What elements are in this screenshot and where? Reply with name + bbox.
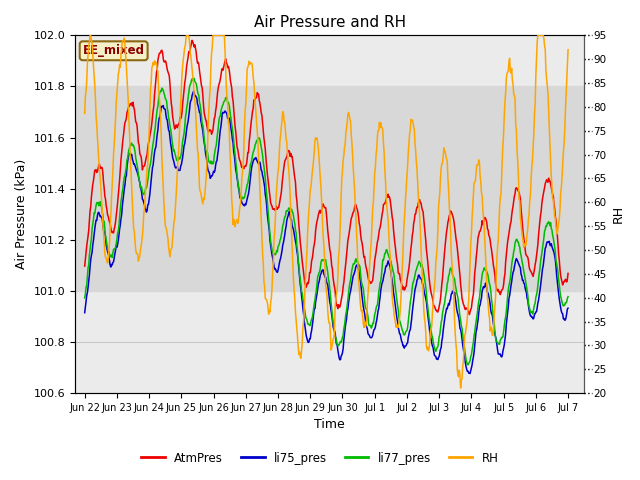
Legend: AtmPres, li75_pres, li77_pres, RH: AtmPres, li75_pres, li77_pres, RH xyxy=(136,447,504,469)
Y-axis label: RH: RH xyxy=(612,205,625,223)
Title: Air Pressure and RH: Air Pressure and RH xyxy=(253,15,406,30)
Bar xyxy=(75,86,584,291)
Text: EE_mixed: EE_mixed xyxy=(83,44,145,57)
X-axis label: Time: Time xyxy=(314,419,345,432)
Y-axis label: Air Pressure (kPa): Air Pressure (kPa) xyxy=(15,159,28,269)
